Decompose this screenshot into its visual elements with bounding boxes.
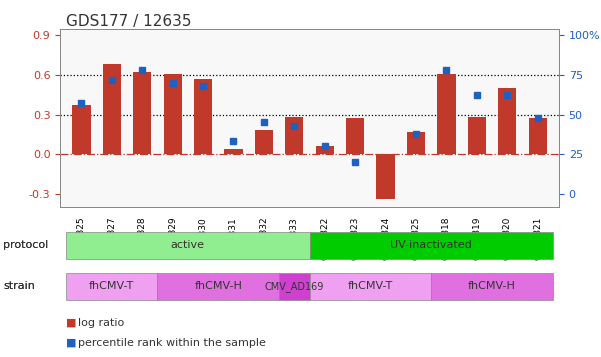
Text: fhCMV-H: fhCMV-H xyxy=(468,281,516,292)
Text: fhCMV-T: fhCMV-T xyxy=(348,281,393,292)
Text: GDS177 / 12635: GDS177 / 12635 xyxy=(66,14,192,29)
Bar xyxy=(528,119,547,154)
Bar xyxy=(316,146,334,154)
Bar xyxy=(103,64,121,154)
Text: protocol: protocol xyxy=(3,240,48,251)
Bar xyxy=(407,132,425,154)
Bar xyxy=(163,74,182,154)
Text: active: active xyxy=(171,240,205,251)
Text: strain: strain xyxy=(3,281,35,292)
Bar xyxy=(438,74,456,154)
FancyBboxPatch shape xyxy=(310,273,431,300)
Bar xyxy=(498,88,516,154)
Bar xyxy=(285,117,304,154)
Text: CMV_AD169: CMV_AD169 xyxy=(264,281,324,292)
Text: ■: ■ xyxy=(66,338,76,348)
Text: protocol: protocol xyxy=(3,240,48,251)
Bar xyxy=(194,79,212,154)
FancyBboxPatch shape xyxy=(431,273,553,300)
FancyBboxPatch shape xyxy=(279,273,310,300)
Text: percentile rank within the sample: percentile rank within the sample xyxy=(78,338,266,348)
FancyBboxPatch shape xyxy=(66,273,157,300)
Text: strain: strain xyxy=(3,281,35,292)
Bar xyxy=(133,72,151,154)
Bar xyxy=(224,149,243,154)
Bar xyxy=(468,117,486,154)
Bar xyxy=(72,105,91,154)
FancyBboxPatch shape xyxy=(66,232,310,259)
Text: fhCMV-H: fhCMV-H xyxy=(194,281,242,292)
Text: UV-inactivated: UV-inactivated xyxy=(390,240,472,251)
Text: fhCMV-T: fhCMV-T xyxy=(89,281,135,292)
Text: ■: ■ xyxy=(66,318,76,328)
FancyBboxPatch shape xyxy=(157,273,279,300)
Bar xyxy=(346,119,364,154)
FancyBboxPatch shape xyxy=(310,232,553,259)
Bar xyxy=(376,154,395,199)
Bar xyxy=(255,130,273,154)
Text: log ratio: log ratio xyxy=(78,318,124,328)
